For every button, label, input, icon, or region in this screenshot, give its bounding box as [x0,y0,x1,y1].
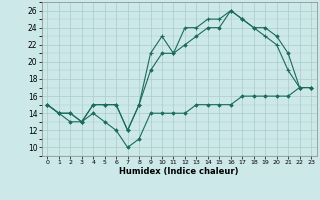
X-axis label: Humidex (Indice chaleur): Humidex (Indice chaleur) [119,167,239,176]
